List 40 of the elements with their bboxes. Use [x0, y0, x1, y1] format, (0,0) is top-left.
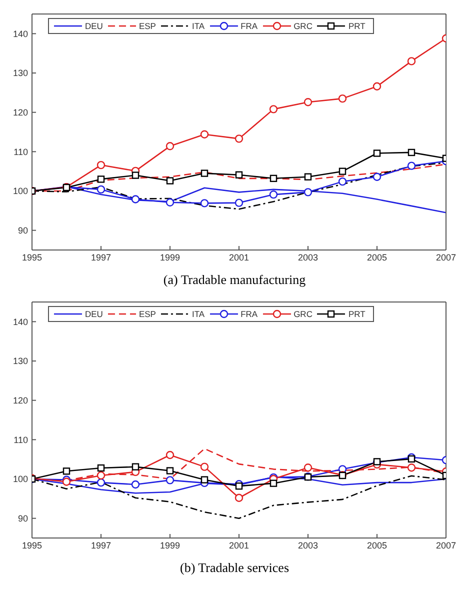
x-tick-label: 1999 [160, 540, 180, 550]
x-tick-label: 1995 [22, 540, 42, 550]
y-tick-label: 110 [14, 434, 28, 445]
y-tick-label: 90 [18, 514, 28, 524]
legend-label: FRA [240, 309, 258, 319]
x-tick-label: 1999 [160, 252, 180, 262]
x-tick-label: 2003 [298, 252, 318, 262]
legend-label: GRC [294, 21, 312, 31]
text: (a) Tradable manufacturing [162, 272, 307, 288]
legend-label: FRA [240, 21, 258, 31]
legend-label: PRT [348, 21, 366, 31]
y-tick-label: 120 [12, 108, 28, 118]
text: (b) Tradable services [178, 560, 290, 576]
x-tick-label: 2001 [228, 540, 250, 550]
y-tick-label: 130 [12, 68, 28, 78]
x-tick-label: 2001 [228, 252, 250, 262]
legend-label: ITA [192, 309, 205, 319]
x-tick-label: 2005 [366, 540, 388, 550]
y-tick-label: 100 [12, 474, 28, 484]
x-tick-label: 2007 [436, 252, 456, 262]
y-tick-label: 120 [12, 396, 28, 406]
legend-label: ESP [138, 21, 156, 31]
x-tick-label: 1997 [90, 540, 112, 550]
x-tick-label: 1995 [22, 252, 42, 262]
y-tick-label: 140 [12, 316, 28, 327]
legend-label: DEU [85, 21, 103, 31]
legend-label: GRC [294, 309, 312, 319]
legend-label: PRT [348, 309, 366, 319]
x-tick-label: 2005 [366, 252, 388, 262]
y-tick-label: 90 [18, 226, 28, 236]
legend-label: ITA [192, 21, 205, 31]
y-tick-label: 140 [12, 28, 28, 39]
y-tick-label: 130 [12, 356, 28, 366]
x-tick-label: 2007 [436, 540, 456, 550]
x-tick-label: 2003 [298, 540, 318, 550]
y-tick-label: 100 [12, 186, 28, 196]
y-tick-label: 110 [14, 146, 28, 157]
legend-label: ESP [138, 309, 156, 319]
x-tick-label: 1997 [90, 252, 112, 262]
legend-label: DEU [85, 309, 103, 319]
